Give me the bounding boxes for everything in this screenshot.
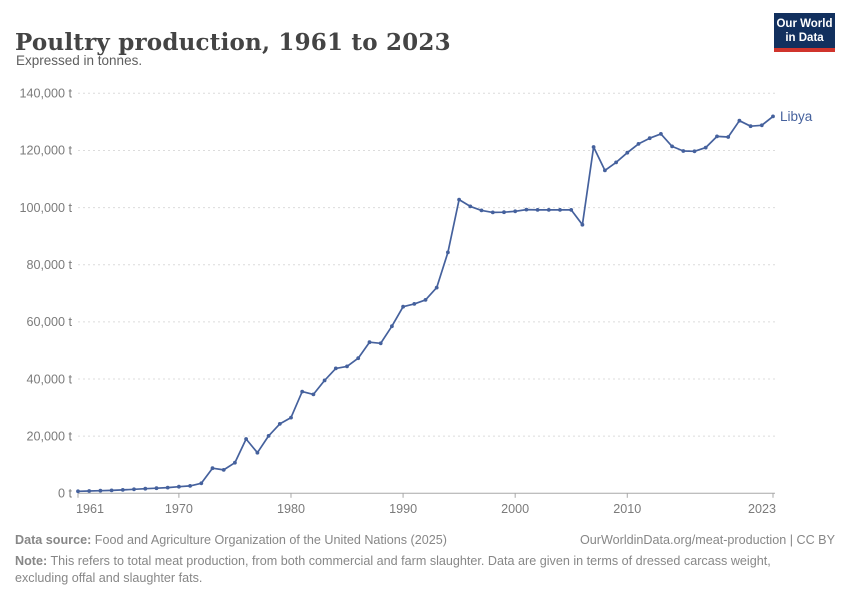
data-point[interactable]	[378, 341, 383, 346]
data-point[interactable]	[715, 134, 719, 139]
y-tick-label: 80,000 t	[26, 258, 72, 272]
x-tick-label: 2023	[748, 502, 776, 516]
data-point[interactable]	[647, 136, 652, 141]
x-tick-label: 1990	[389, 502, 417, 516]
y-tick-label: 0 t	[58, 487, 73, 501]
data-point[interactable]	[188, 484, 193, 488]
data-point[interactable]	[143, 486, 148, 491]
x-tick-label: 1970	[165, 502, 193, 516]
data-point[interactable]	[580, 222, 585, 227]
page-title: Poultry production, 1961 to 2023	[15, 29, 451, 57]
data-point[interactable]	[569, 208, 574, 212]
data-point[interactable]	[154, 486, 159, 491]
data-point[interactable]	[289, 415, 293, 420]
data-point[interactable]	[221, 468, 226, 472]
data-point[interactable]	[726, 135, 731, 139]
data-point[interactable]	[446, 250, 450, 255]
x-tick-label: 1961	[76, 502, 104, 516]
data-point[interactable]	[479, 208, 484, 213]
data-point[interactable]	[300, 389, 305, 394]
data-point[interactable]	[636, 142, 641, 146]
y-tick-label: 100,000 t	[19, 201, 72, 215]
data-point[interactable]	[771, 114, 775, 119]
x-tick-label: 2000	[501, 502, 529, 516]
data-point[interactable]	[603, 168, 607, 173]
x-tick-label: 1980	[277, 502, 305, 516]
y-tick-label: 20,000 t	[26, 429, 72, 443]
data-point[interactable]	[659, 132, 663, 136]
data-point[interactable]	[412, 302, 417, 306]
data-point[interactable]	[132, 487, 136, 492]
data-point[interactable]	[109, 488, 114, 493]
y-tick-label: 120,000 t	[19, 144, 72, 158]
series-markers	[76, 114, 775, 494]
data-point[interactable]	[266, 434, 271, 438]
data-point[interactable]	[490, 210, 495, 215]
data-source-text: Food and Agriculture Organization of the…	[91, 533, 447, 547]
data-point[interactable]	[524, 207, 529, 212]
data-point[interactable]	[737, 118, 742, 123]
data-point[interactable]	[98, 488, 103, 493]
data-point[interactable]	[423, 298, 428, 302]
data-source-label: Data source:	[15, 533, 92, 547]
y-tick-label: 140,000 t	[19, 87, 72, 101]
data-point[interactable]	[322, 378, 327, 383]
x-tick-label: 2010	[613, 502, 641, 516]
data-point[interactable]	[759, 123, 764, 128]
y-gridlines: 0 t 20,000 t 40,000 t 60,000 t 80,000 t 100,0…	[19, 87, 775, 501]
note-label: Note:	[15, 554, 48, 568]
data-point[interactable]	[457, 197, 461, 202]
owid-logo-line1: Our World	[776, 18, 833, 30]
data-point[interactable]	[670, 144, 674, 149]
data-point[interactable]	[120, 488, 125, 492]
data-point[interactable]	[390, 324, 394, 329]
data-point[interactable]	[210, 466, 215, 471]
footer-source-row: Data source: Food and Agriculture Organi…	[15, 533, 835, 547]
data-point[interactable]	[614, 160, 618, 165]
data-point[interactable]	[244, 437, 249, 441]
data-point[interactable]	[546, 208, 551, 212]
note-text: This refers to total meat production, fr…	[15, 554, 771, 585]
series-line	[77, 115, 774, 493]
data-point[interactable]	[558, 208, 562, 212]
data-point[interactable]	[333, 366, 338, 371]
data-point[interactable]	[625, 150, 630, 155]
data-point[interactable]	[277, 422, 282, 426]
data-point[interactable]	[311, 392, 316, 397]
data-point[interactable]	[233, 460, 237, 465]
data-point[interactable]	[748, 124, 753, 129]
y-tick-label: 40,000 t	[26, 372, 72, 386]
owid-logo[interactable]: Our World in Data	[774, 13, 835, 52]
data-point[interactable]	[692, 149, 697, 154]
data-point[interactable]	[165, 485, 170, 490]
data-point[interactable]	[87, 489, 92, 493]
data-point[interactable]	[199, 481, 204, 486]
data-point[interactable]	[401, 304, 405, 309]
data-point[interactable]	[591, 145, 596, 149]
line-chart[interactable]: 0 t 20,000 t 40,000 t 60,000 t 80,000 t 100,0…	[0, 0, 850, 530]
chart-subtitle: Expressed in tonnes.	[16, 53, 143, 68]
data-point[interactable]	[76, 489, 80, 494]
y-tick-label: 60,000 t	[26, 315, 72, 329]
data-point[interactable]	[345, 364, 349, 369]
data-point[interactable]	[681, 149, 686, 153]
data-point[interactable]	[468, 204, 473, 209]
data-point[interactable]	[367, 340, 372, 345]
data-point[interactable]	[434, 285, 439, 290]
entity-label[interactable]: Libya	[780, 109, 813, 124]
data-point[interactable]	[535, 208, 540, 212]
data-point[interactable]	[356, 356, 361, 361]
data-point[interactable]	[513, 209, 518, 214]
data-point[interactable]	[255, 450, 260, 455]
data-point[interactable]	[177, 484, 181, 489]
x-axis-ticks: 1961 1970 1980 1990 2000 2010 2023	[76, 493, 776, 516]
credit-link[interactable]: OurWorldinData.org/meat-production | CC …	[579, 533, 835, 547]
data-source: Data source: Food and Agriculture Organi…	[15, 533, 447, 547]
data-point[interactable]	[703, 145, 708, 150]
data-point[interactable]	[502, 210, 506, 215]
footer-note: Note: This refers to total meat producti…	[15, 553, 827, 587]
owid-logo-line2: in Data	[785, 32, 824, 44]
